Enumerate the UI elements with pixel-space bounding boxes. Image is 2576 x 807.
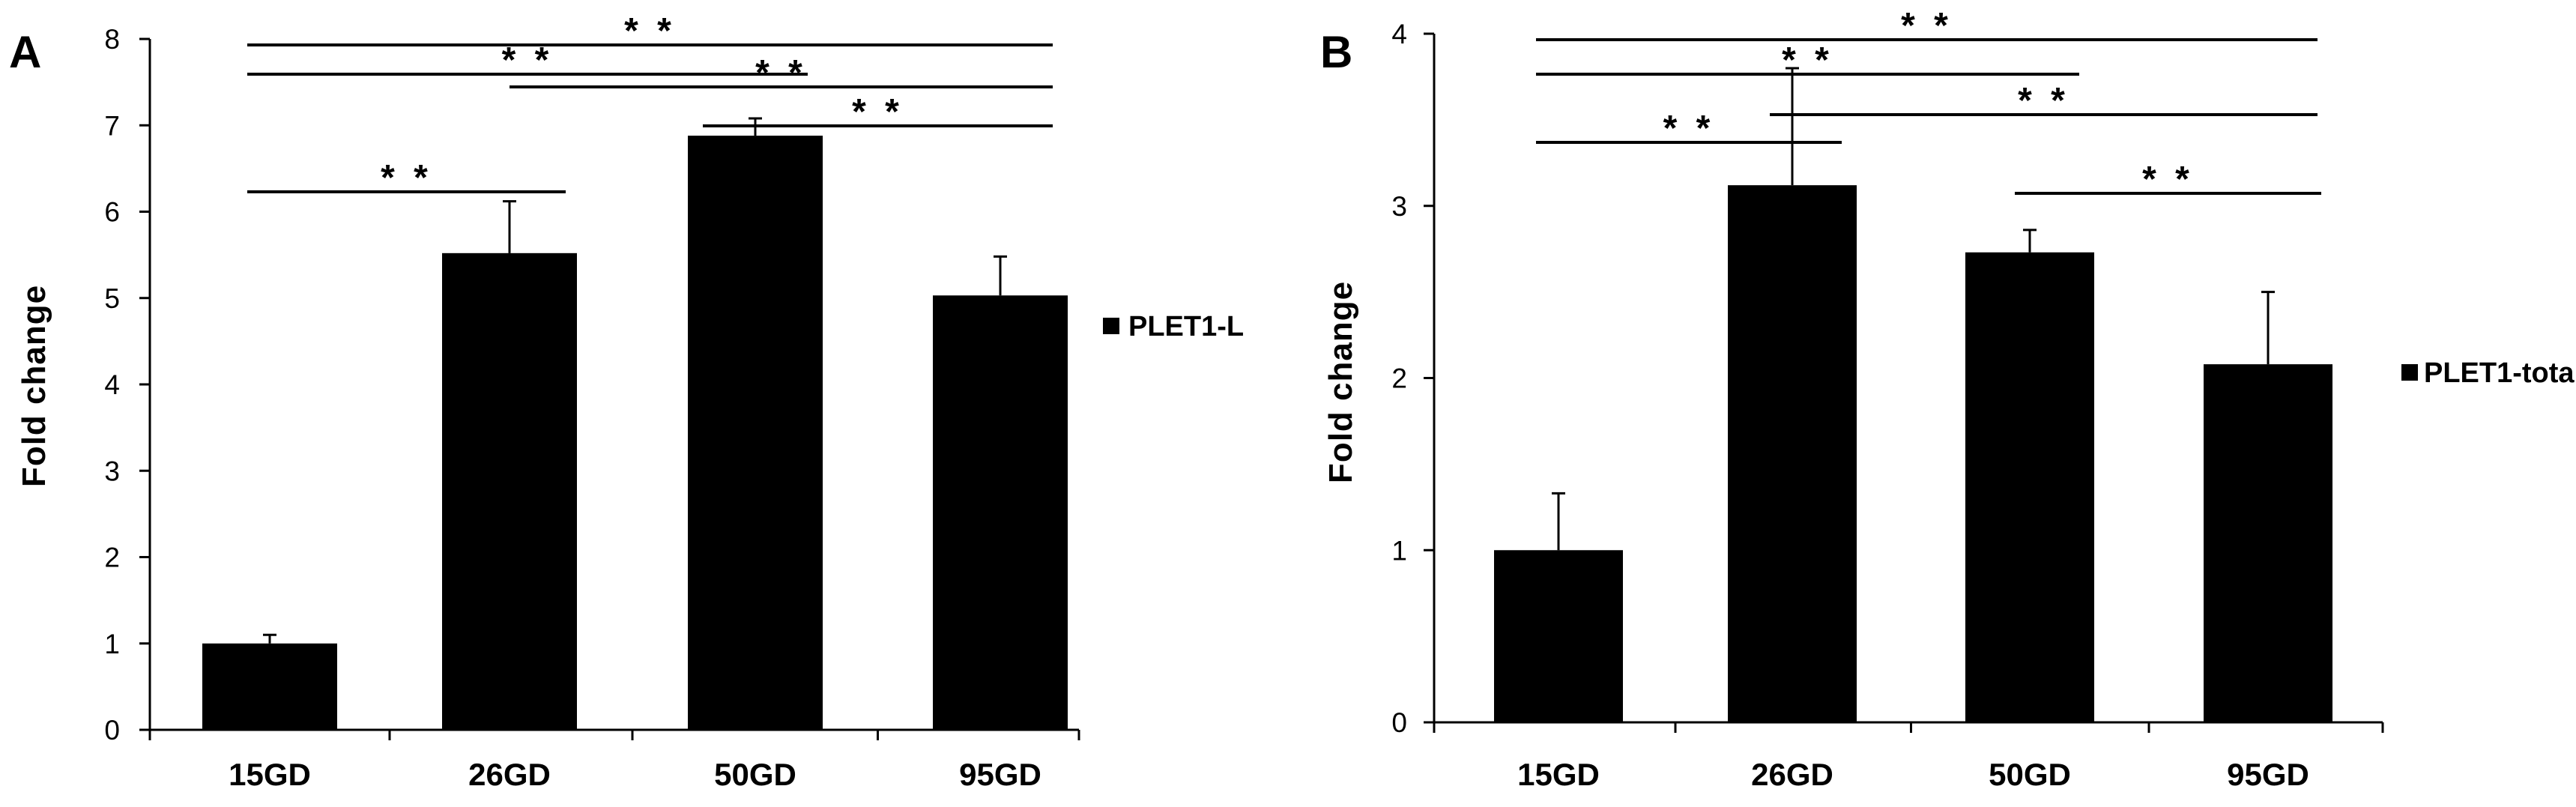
significance-label: * * bbox=[381, 158, 432, 198]
significance-label: * * bbox=[755, 53, 807, 93]
bar-50gd bbox=[688, 136, 823, 730]
bar-26gd bbox=[1728, 185, 1857, 722]
significance-label: * * bbox=[624, 11, 676, 51]
significance-label: * * bbox=[2142, 160, 2194, 199]
significance-label: * * bbox=[852, 92, 904, 132]
y-tick-label: 3 bbox=[104, 456, 120, 486]
bar-26gd bbox=[442, 253, 577, 730]
bar-15gd bbox=[1494, 550, 1623, 722]
significance-label: * * bbox=[1901, 6, 1953, 46]
y-tick-label: 3 bbox=[1391, 191, 1407, 222]
y-tick-label: 7 bbox=[104, 110, 120, 141]
y-tick-label: 4 bbox=[104, 369, 120, 400]
category-label: 15GD bbox=[1517, 757, 1600, 792]
category-label: 26GD bbox=[1751, 757, 1833, 792]
significance-label: * * bbox=[2018, 81, 2069, 121]
panel-letter: B bbox=[1320, 27, 1352, 77]
y-tick-label: 1 bbox=[104, 629, 120, 659]
bar-95gd bbox=[933, 295, 1068, 731]
significance-label: * * bbox=[1782, 40, 1833, 80]
legend-swatch bbox=[2401, 364, 2418, 381]
y-axis-title: Fold change bbox=[1322, 281, 1359, 483]
y-tick-label: 8 bbox=[104, 24, 120, 55]
y-tick-label: 0 bbox=[1391, 707, 1407, 738]
y-tick-label: 2 bbox=[104, 542, 120, 573]
category-label: 15GD bbox=[229, 757, 311, 792]
y-axis-title: Fold change bbox=[16, 285, 52, 487]
legend-label: PLET1-L bbox=[1128, 311, 1244, 342]
panel-letter: A bbox=[9, 27, 41, 77]
bar-15gd bbox=[202, 643, 337, 730]
y-tick-label: 0 bbox=[104, 715, 120, 746]
bar-95gd bbox=[2204, 364, 2332, 722]
significance-label: * * bbox=[502, 40, 554, 80]
category-label: 95GD bbox=[959, 757, 1041, 792]
legend-swatch bbox=[1103, 318, 1119, 334]
legend-label: PLET1-total bbox=[2424, 357, 2576, 389]
y-tick-label: 2 bbox=[1391, 363, 1407, 394]
category-label: 50GD bbox=[714, 757, 796, 792]
category-label: 50GD bbox=[1989, 757, 2071, 792]
panel-a: A 0 1 2 3 4 5 6 7 8 15GD 26GD 50GD 95GD Fold change PLE… bbox=[9, 11, 1244, 792]
y-tick-label: 1 bbox=[1391, 535, 1407, 566]
significance-label: * * bbox=[1663, 109, 1715, 148]
bar-50gd bbox=[1965, 252, 2094, 723]
category-label: 95GD bbox=[2227, 757, 2309, 792]
y-tick-label: 6 bbox=[104, 197, 120, 228]
y-tick-label: 4 bbox=[1391, 19, 1407, 49]
y-tick-label: 5 bbox=[104, 283, 120, 314]
panel-b: B 0 1 2 3 4 15GD 26GD 50GD 95GD Fold change PLET1-t… bbox=[1320, 6, 2576, 792]
category-label: 26GD bbox=[468, 757, 551, 792]
